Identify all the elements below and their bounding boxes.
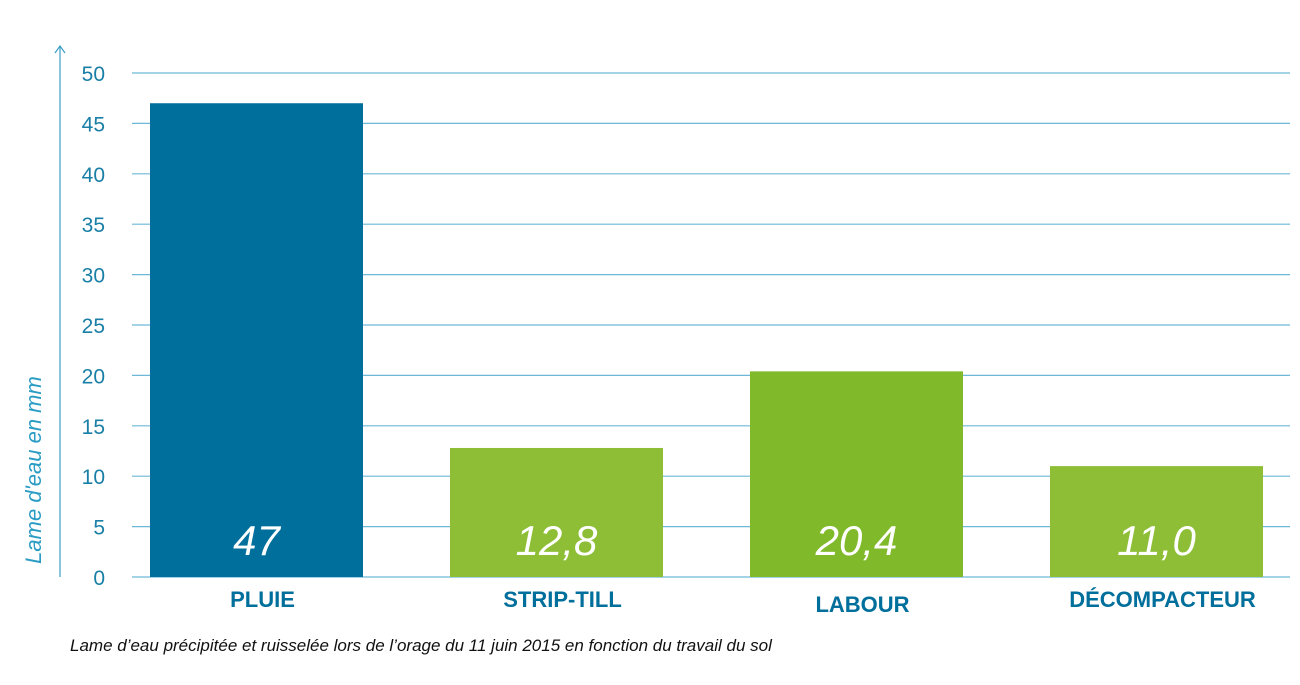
y-tick-label: 25: [82, 315, 105, 338]
y-tick-label: 45: [82, 113, 105, 136]
y-tick-label: 50: [82, 63, 105, 86]
y-tick-label: 20: [82, 365, 105, 388]
bar: [150, 103, 363, 578]
y-axis-arrow-icon: [54, 44, 66, 54]
y-tick-label: 15: [82, 416, 105, 439]
y-tick-label: 0: [93, 567, 105, 590]
y-tick-label: 30: [82, 265, 105, 288]
y-axis-label: Lame d'eau en mm: [21, 376, 46, 564]
y-tick-label: 10: [82, 466, 105, 489]
data-label: 47: [233, 517, 281, 564]
x-category-label: PLUIE: [230, 587, 295, 612]
bar: [450, 447, 663, 577]
bar: [1050, 466, 1263, 577]
data-label: 11,0: [1117, 517, 1196, 564]
y-tick-label: 5: [93, 517, 105, 540]
bar: [750, 371, 963, 577]
x-category-label: DÉCOMPACTEUR: [1069, 587, 1256, 612]
data-label: 12,8: [516, 517, 598, 564]
x-category-label: STRIP-TILL: [503, 587, 622, 612]
x-category-label: LABOUR: [815, 592, 909, 617]
data-label: 20,4: [815, 517, 898, 564]
chart-caption: Lame d’eau précipitée et ruisselée lors …: [70, 636, 772, 655]
y-tick-label: 35: [82, 214, 105, 237]
y-tick-label: 40: [82, 164, 105, 187]
